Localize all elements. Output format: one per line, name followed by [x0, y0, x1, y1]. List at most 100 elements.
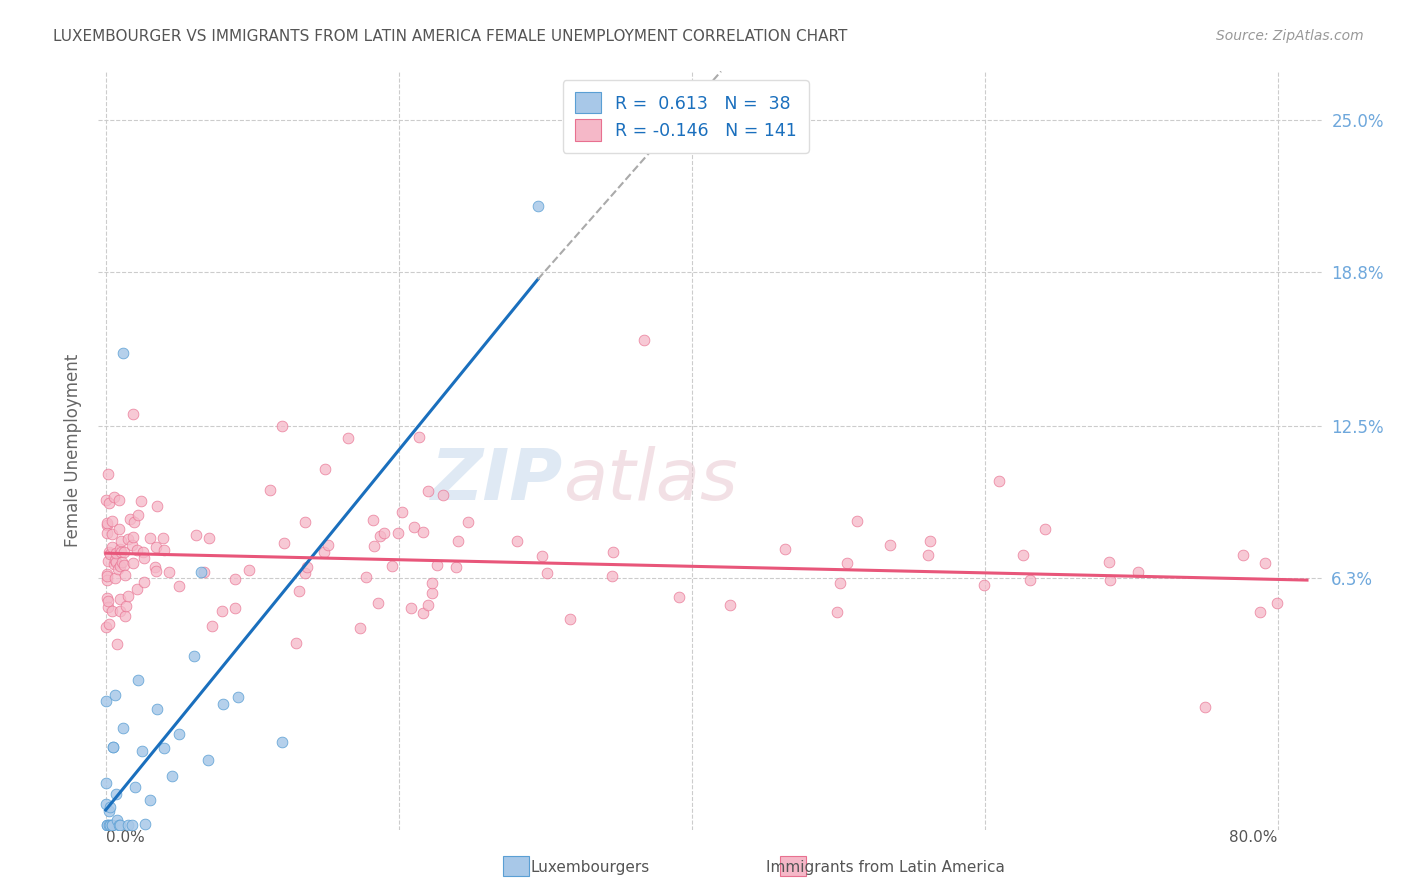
Point	[131, 743, 153, 757]
Point	[1232, 548, 1254, 562]
Text: Luxembourgers: Luxembourgers	[531, 860, 650, 874]
Point	[110, 818, 132, 832]
Point	[100, 514, 122, 528]
Point	[110, 604, 132, 618]
Point	[1033, 522, 1056, 536]
Point	[112, 558, 135, 572]
Point	[354, 570, 377, 584]
Point	[145, 564, 167, 578]
Point	[633, 334, 655, 348]
Point	[988, 474, 1011, 488]
Point	[108, 493, 131, 508]
Point	[125, 542, 148, 557]
Text: LUXEMBOURGER VS IMMIGRANTS FROM LATIN AMERICA FEMALE UNEMPLOYMENT CORRELATION CH: LUXEMBOURGER VS IMMIGRANTS FROM LATIN AM…	[53, 29, 848, 44]
Point	[97, 599, 120, 614]
Point	[1019, 573, 1042, 587]
Point	[420, 585, 443, 599]
Point	[536, 566, 558, 580]
Point	[94, 776, 117, 790]
Point	[420, 576, 443, 591]
Point	[224, 572, 246, 586]
Point	[117, 533, 139, 547]
Point	[259, 483, 281, 497]
Point	[835, 556, 858, 570]
Point	[118, 512, 141, 526]
Point	[294, 566, 316, 580]
Point	[530, 549, 553, 563]
Point	[127, 508, 149, 522]
Point	[143, 560, 166, 574]
Point	[97, 818, 120, 832]
Point	[110, 545, 132, 559]
Point	[94, 797, 117, 811]
Text: 80.0%: 80.0%	[1229, 830, 1278, 845]
Point	[96, 569, 118, 583]
Point	[100, 818, 122, 832]
Point	[295, 560, 318, 574]
Bar	[780, 856, 806, 876]
Point	[131, 544, 153, 558]
Point	[600, 569, 623, 583]
Point	[198, 531, 221, 545]
Point	[98, 818, 121, 832]
Point	[1098, 555, 1121, 569]
Point	[112, 544, 135, 558]
Point	[294, 516, 316, 530]
Point	[193, 565, 215, 579]
Point	[125, 582, 148, 597]
Point	[97, 553, 120, 567]
Point	[96, 620, 118, 634]
Point	[773, 542, 796, 557]
Point	[97, 467, 120, 481]
Point	[96, 518, 118, 533]
Point	[270, 735, 292, 749]
Point	[391, 505, 413, 519]
Point	[284, 636, 307, 650]
Point	[201, 619, 224, 633]
Point	[122, 556, 145, 570]
Point	[432, 488, 454, 502]
Point	[98, 495, 121, 509]
Point	[108, 541, 131, 556]
Point	[112, 345, 135, 359]
Point	[167, 727, 190, 741]
Point	[96, 591, 118, 606]
Point	[98, 800, 121, 814]
Point	[337, 431, 360, 445]
Point	[101, 540, 124, 554]
Point	[160, 769, 183, 783]
Point	[129, 494, 152, 508]
Point	[101, 739, 124, 754]
Point	[97, 544, 120, 558]
Text: Immigrants from Latin America: Immigrants from Latin America	[766, 860, 1005, 874]
Point	[105, 545, 128, 559]
Point	[212, 698, 235, 712]
Point	[373, 525, 395, 540]
Point	[101, 526, 124, 541]
Point	[96, 526, 118, 541]
Point	[138, 792, 160, 806]
Point	[446, 560, 468, 574]
Point	[1253, 556, 1275, 570]
Point	[387, 526, 409, 541]
Point	[381, 558, 404, 573]
Point	[103, 491, 125, 505]
Point	[101, 604, 124, 618]
Point	[103, 688, 125, 702]
Point	[404, 520, 426, 534]
Text: Source: ZipAtlas.com: Source: ZipAtlas.com	[1216, 29, 1364, 43]
Point	[121, 818, 143, 832]
Point	[312, 545, 335, 559]
Point	[426, 558, 449, 573]
Point	[412, 606, 434, 620]
Legend: R =  0.613   N =  38, R = -0.146   N = 141: R = 0.613 N = 38, R = -0.146 N = 141	[562, 80, 808, 153]
Point	[117, 589, 139, 603]
Point	[104, 555, 127, 569]
Point	[367, 596, 389, 610]
Point	[105, 637, 128, 651]
Point	[96, 574, 118, 588]
Point	[153, 543, 176, 558]
Point	[108, 558, 131, 573]
Point	[827, 605, 849, 619]
Point	[224, 601, 246, 615]
